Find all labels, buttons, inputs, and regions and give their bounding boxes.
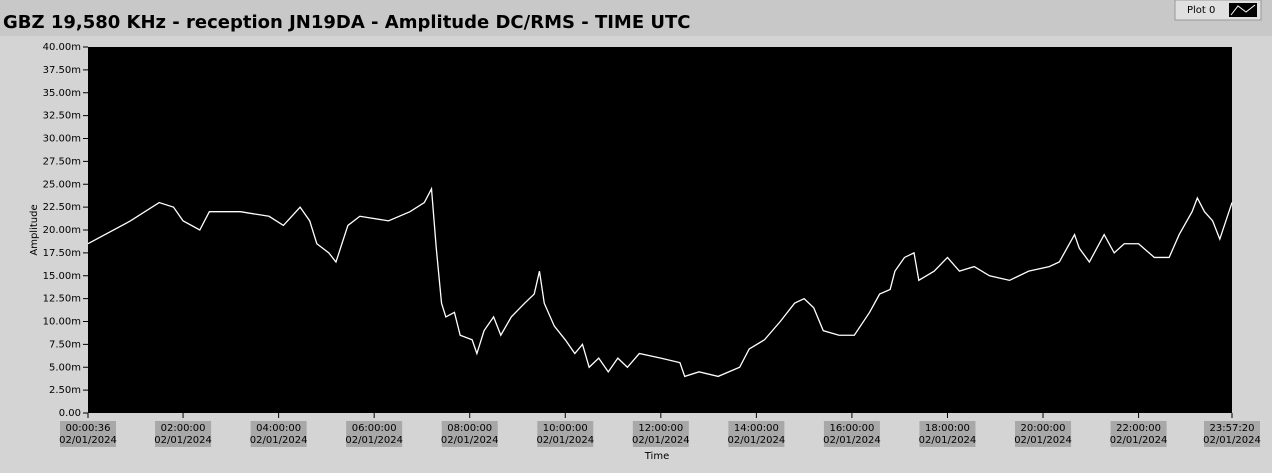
y-tick-label: 30.00m: [43, 134, 81, 145]
x-axis-label: Time: [644, 451, 669, 462]
x-tick-date: 02/01/2024: [1203, 435, 1261, 446]
x-tick-date: 02/01/2024: [154, 435, 212, 446]
x-tick-bg: [1204, 421, 1260, 447]
x-tick-label: 16:00:00: [829, 423, 874, 434]
x-tick-label: 20:00:00: [1021, 423, 1066, 434]
y-tick-label: 10.00m: [43, 317, 81, 328]
x-tick-bg: [155, 421, 212, 447]
x-tick-label: 23:57:20: [1210, 423, 1255, 434]
x-tick-bg: [728, 421, 785, 447]
x-tick-bg: [919, 421, 976, 447]
x-tick-date: 02/01/2024: [59, 435, 117, 446]
x-tick-date: 02/01/2024: [345, 435, 403, 446]
x-tick-label: 22:00:00: [1116, 423, 1161, 434]
y-tick-label: 27.50m: [43, 156, 81, 167]
y-tick-label: 22.50m: [43, 202, 81, 213]
y-axis-label: Amplitude: [29, 204, 40, 255]
y-tick-label: 25.00m: [43, 179, 81, 190]
x-tick-bg: [823, 421, 880, 447]
data-line: [87, 186, 1233, 378]
x-tick-date: 02/01/2024: [1110, 435, 1168, 446]
x-tick-label: 10:00:00: [543, 423, 588, 434]
legend-line: [1230, 4, 1256, 16]
x-tick-bg: [346, 421, 403, 447]
x-tick-date: 02/01/2024: [1014, 435, 1072, 446]
y-tick-label: 35.00m: [43, 88, 81, 99]
x-tick-date: 02/01/2024: [441, 435, 499, 446]
x-tick-bg: [632, 421, 689, 447]
x-tick-label: 02:00:00: [161, 423, 206, 434]
y-tick-label: 12.50m: [43, 294, 81, 305]
x-tick-date: 02/01/2024: [632, 435, 690, 446]
chart-title: GBZ 19,580 KHz - reception JN19DA - Ampl…: [3, 12, 691, 33]
x-tick-date: 02/01/2024: [919, 435, 977, 446]
y-tick-label: 7.50m: [49, 339, 81, 350]
y-tick-label: 15.00m: [43, 271, 81, 282]
y-tick-label: 5.00m: [49, 362, 81, 373]
y-tick-label: 17.50m: [43, 248, 81, 259]
y-tick-label: 37.50m: [43, 65, 81, 76]
x-tick-date: 02/01/2024: [536, 435, 594, 446]
x-tick-label: 08:00:00: [447, 423, 492, 434]
x-tick-label: 18:00:00: [925, 423, 970, 434]
x-tick-label: 12:00:00: [638, 423, 683, 434]
x-tick-date: 02/01/2024: [823, 435, 881, 446]
x-tick-label: 04:00:00: [256, 423, 301, 434]
y-tick-label: 2.50m: [49, 385, 81, 396]
plot-area: [88, 47, 1232, 413]
x-tick-bg: [1110, 421, 1167, 447]
x-tick-bg: [1015, 421, 1072, 447]
x-tick-label: 00:00:36: [66, 423, 111, 434]
x-tick-bg: [60, 421, 116, 447]
x-tick-bg: [537, 421, 594, 447]
x-tick-date: 02/01/2024: [250, 435, 308, 446]
x-tick-date: 02/01/2024: [728, 435, 786, 446]
y-tick-label: 32.50m: [43, 111, 81, 122]
y-tick-label: 40.00m: [43, 42, 81, 53]
legend-label: Plot 0: [1187, 5, 1215, 16]
y-tick-label: 20.00m: [43, 225, 81, 236]
x-tick-label: 06:00:00: [352, 423, 397, 434]
x-tick-label: 14:00:00: [734, 423, 779, 434]
x-tick-bg: [250, 421, 307, 447]
x-tick-bg: [441, 421, 498, 447]
y-tick-label: 0.00: [59, 408, 81, 419]
